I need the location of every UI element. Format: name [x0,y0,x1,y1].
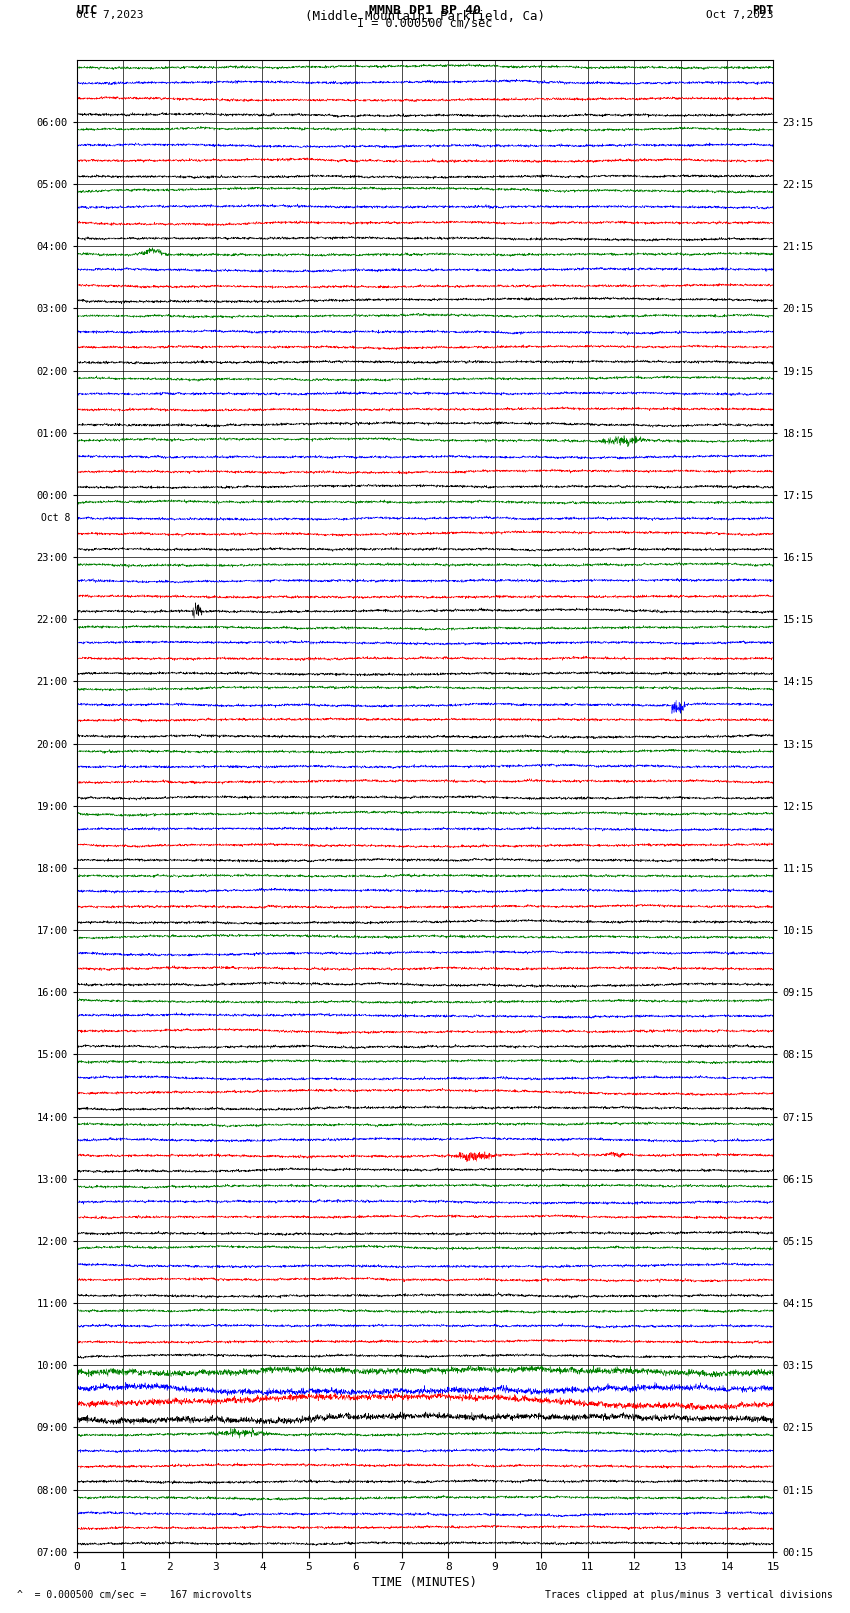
Text: UTC: UTC [76,5,98,18]
Text: Oct 7,2023: Oct 7,2023 [76,11,144,21]
Text: ^  = 0.000500 cm/sec =    167 microvolts: ^ = 0.000500 cm/sec = 167 microvolts [17,1590,252,1600]
Text: Oct 8: Oct 8 [41,513,71,523]
Text: (Middle Mountain, Parkfield, Ca): (Middle Mountain, Parkfield, Ca) [305,11,545,24]
Text: MMNB DP1 BP 40: MMNB DP1 BP 40 [369,5,481,18]
Text: PDT: PDT [752,5,774,18]
Text: Oct 7,2023: Oct 7,2023 [706,11,774,21]
Text: I = 0.000500 cm/sec: I = 0.000500 cm/sec [357,18,493,31]
Text: Traces clipped at plus/minus 3 vertical divisions: Traces clipped at plus/minus 3 vertical … [545,1590,833,1600]
X-axis label: TIME (MINUTES): TIME (MINUTES) [372,1576,478,1589]
